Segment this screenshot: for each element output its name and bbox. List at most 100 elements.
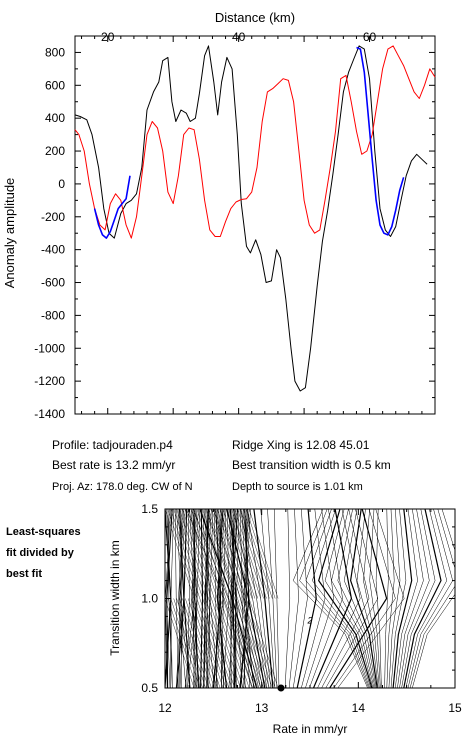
projection-azimuth: Proj. Az: 178.0 deg. CW of N xyxy=(52,481,193,493)
contour-line xyxy=(237,509,267,599)
series-line xyxy=(356,46,405,236)
series-line xyxy=(74,45,428,392)
contour-line xyxy=(337,509,405,688)
contour-line xyxy=(240,509,270,688)
y-tick-label: 400 xyxy=(45,111,65,125)
contour-line xyxy=(246,509,276,599)
y-tick-label: -600 xyxy=(41,276,65,290)
contour-line xyxy=(325,509,379,688)
width-axis-label: Transition width in km xyxy=(108,540,122,656)
contour-line xyxy=(240,509,270,599)
contour-line xyxy=(167,509,198,599)
rate-tick-label: 12 xyxy=(158,701,172,715)
contour-line xyxy=(199,598,229,688)
contour-line xyxy=(260,509,276,688)
contour-line xyxy=(179,509,209,599)
contour-line xyxy=(405,509,448,688)
x-tick-label: 20 xyxy=(101,30,115,44)
y-tick-label: -200 xyxy=(41,210,65,224)
contour-line xyxy=(217,598,247,688)
contour-line xyxy=(204,509,211,688)
width-tick-label: 0.5 xyxy=(141,681,158,695)
contour-line xyxy=(188,509,218,599)
anomaly-profile-chart: 20 40 60 800 600 400 200 0 -200 -400 -600 -800 -100… xyxy=(2,10,436,421)
contour-line xyxy=(392,509,413,688)
contour-line xyxy=(231,509,237,688)
contour-line xyxy=(321,509,370,688)
contour-line xyxy=(179,598,209,688)
contour-line xyxy=(178,509,187,688)
y-tick-label: 600 xyxy=(45,78,65,92)
contour-line xyxy=(214,509,244,599)
x-tick-label: 40 xyxy=(232,30,246,44)
contour-line xyxy=(292,509,368,688)
contour-line xyxy=(412,509,455,688)
contour-line xyxy=(246,509,272,688)
contour-line xyxy=(213,509,261,688)
contour-line xyxy=(284,509,291,688)
y-tick-label: -1200 xyxy=(34,374,65,388)
contour-line xyxy=(205,598,235,688)
y-tick-label: -1400 xyxy=(34,407,65,421)
contour-line xyxy=(349,509,378,688)
width-tick-labels: 1.5 1.0 0.5 xyxy=(141,502,158,695)
contour-line xyxy=(219,509,263,688)
contour-line xyxy=(305,509,335,688)
contour-line xyxy=(176,598,206,688)
contour-line xyxy=(219,509,250,599)
contour-line xyxy=(234,598,264,688)
contour-line xyxy=(388,509,401,688)
contour-line xyxy=(185,509,215,599)
contour-line xyxy=(318,509,373,688)
side-note-line: fit divided by xyxy=(6,547,75,559)
contour-line xyxy=(407,509,453,688)
contour-line xyxy=(182,509,212,599)
y-tick-label: 0 xyxy=(58,177,65,191)
series-line xyxy=(74,45,436,239)
contour-line xyxy=(399,509,430,688)
plot-frame xyxy=(74,35,436,415)
contour-line xyxy=(219,598,250,688)
profile-name: Profile: tadjouraden.p4 xyxy=(52,438,173,452)
contour-line xyxy=(188,598,218,688)
axis-ticks xyxy=(75,35,436,415)
contour-line xyxy=(193,598,224,688)
contour-line xyxy=(226,509,266,688)
contour-line xyxy=(248,509,279,599)
contour-line xyxy=(288,509,299,688)
y-tick-label: -800 xyxy=(41,308,65,322)
contour-line xyxy=(343,509,377,688)
contour-line xyxy=(211,598,241,688)
contour-line xyxy=(170,598,200,688)
contour-line xyxy=(329,509,388,688)
y-tick-label: -1000 xyxy=(34,341,65,355)
contour-line xyxy=(386,509,395,688)
contour-line xyxy=(205,509,235,599)
y-tick-labels: 800 600 400 200 0 -200 -400 -600 -800 -1000 -1200 -… xyxy=(34,45,65,421)
contour-line xyxy=(199,509,258,688)
side-note-line: Least-squares xyxy=(6,526,81,538)
contour-line xyxy=(165,598,195,688)
contour-line xyxy=(299,509,369,688)
width-tick-label: 1.0 xyxy=(141,592,158,606)
contour-line xyxy=(196,509,227,599)
contour-line xyxy=(186,509,190,688)
contour-line xyxy=(192,509,255,688)
contour-line xyxy=(331,509,375,688)
rate-tick-label: 15 xyxy=(448,701,462,715)
contour-line xyxy=(190,598,221,688)
contour-line xyxy=(170,509,200,599)
contour-line xyxy=(222,598,253,688)
contour-line xyxy=(324,509,374,688)
rate-tick-label: 13 xyxy=(255,701,269,715)
contour-line xyxy=(403,509,442,688)
contour-line xyxy=(214,509,218,688)
contour-line xyxy=(192,509,200,688)
contour-line xyxy=(317,509,361,688)
contour-line xyxy=(173,598,203,688)
side-note-line: best fit xyxy=(6,568,42,580)
contour-line xyxy=(211,509,241,599)
contour-line xyxy=(337,509,376,688)
contour-line xyxy=(202,598,232,688)
contour-line xyxy=(292,509,308,688)
